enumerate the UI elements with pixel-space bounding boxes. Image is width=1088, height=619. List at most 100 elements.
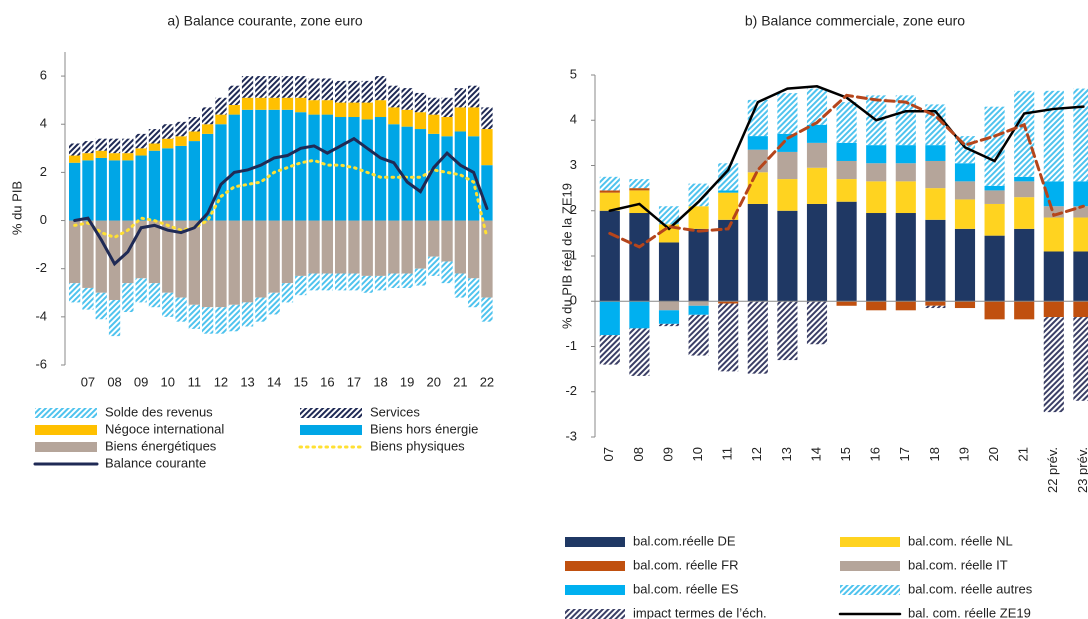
legend-label: Services — [370, 404, 420, 419]
bar-segment — [954, 301, 976, 309]
bar-segment — [175, 297, 187, 322]
bar-segment — [428, 133, 440, 221]
bar-segment — [361, 80, 373, 103]
y-tick-label: 6 — [40, 68, 47, 83]
bar-segment — [481, 297, 493, 322]
bar-segment — [82, 141, 94, 154]
bar-segment — [441, 136, 453, 221]
y-tick-label: 2 — [570, 202, 577, 217]
x-tick-label: 08 — [107, 374, 121, 389]
bar-segment — [215, 114, 227, 125]
bar-segment — [295, 220, 307, 276]
bar-segment — [629, 179, 650, 189]
legend-swatch — [565, 609, 625, 619]
bar-segment — [162, 292, 174, 317]
legend-label: Négoce international — [105, 421, 224, 436]
legend-swatch — [840, 537, 900, 547]
y-tick-label: 4 — [40, 116, 47, 131]
bar-segment — [135, 278, 147, 303]
bar-segment — [68, 162, 81, 221]
bar-segment — [1043, 217, 1064, 252]
bar-segment — [148, 129, 161, 144]
bar-segment — [688, 183, 709, 207]
bar-segment — [82, 160, 94, 221]
bar-segment — [268, 220, 280, 293]
bar-segment — [718, 192, 739, 220]
bar-segment — [135, 155, 147, 221]
x-tick-label: 22 — [480, 374, 494, 389]
bar-segment — [806, 203, 828, 302]
bar-segment — [255, 220, 267, 298]
y-tick-label: 0 — [40, 212, 47, 227]
line-series — [73, 136, 489, 267]
bar-segment — [866, 145, 887, 164]
bar-segment — [108, 153, 121, 161]
bar-segment — [188, 117, 201, 132]
bar-segment — [374, 275, 387, 291]
legend-label: Biens physiques — [370, 438, 465, 453]
line-series — [608, 93, 1085, 249]
bar-segment — [629, 301, 650, 329]
bar-segment — [806, 301, 828, 345]
bar-segment — [925, 219, 946, 302]
bar-segment — [454, 107, 467, 132]
bar-segment — [895, 163, 916, 182]
bar-segment — [388, 107, 400, 125]
x-tick-label: 07 — [601, 447, 616, 461]
bar-segment — [806, 142, 828, 168]
bar-segment — [95, 292, 107, 320]
bar-segment — [454, 88, 467, 108]
bar-segment — [718, 163, 739, 191]
legend-swatch — [35, 408, 97, 418]
bar-segment — [175, 121, 187, 137]
bar-segment — [1043, 90, 1064, 182]
bar-segment — [215, 124, 227, 221]
bar-segment — [688, 314, 709, 356]
x-tick-label: 21 — [1016, 447, 1031, 461]
bar-segment — [599, 335, 620, 365]
bar-segment — [688, 301, 709, 306]
bar-segment — [777, 210, 798, 302]
x-tick-label: 23 prév. — [1075, 447, 1088, 493]
bar-segment — [95, 150, 107, 158]
bar-segment — [1043, 301, 1064, 318]
bar-segment — [984, 106, 1005, 186]
bar-segment — [599, 210, 620, 302]
bar-segment — [836, 201, 857, 302]
bar-segment — [201, 220, 214, 308]
y-tick-label: 2 — [40, 164, 47, 179]
bar-segment — [925, 188, 946, 220]
bar-segment — [895, 301, 916, 311]
bar-segment — [135, 220, 147, 279]
bar-segment — [428, 114, 440, 134]
bar-segment — [135, 133, 147, 149]
bar-segment — [255, 97, 267, 110]
bar-segment — [688, 228, 709, 302]
bar-segment — [467, 278, 480, 308]
bar-segment — [241, 76, 254, 98]
x-tick-label: 09 — [134, 374, 148, 389]
bar-segment — [281, 220, 294, 284]
bar-segment — [122, 153, 134, 161]
bar-segment — [866, 163, 887, 182]
bar-segment — [334, 273, 347, 291]
bar-segment — [658, 242, 680, 302]
bar-segment — [806, 167, 828, 204]
y-tick-label: -2 — [565, 383, 577, 398]
bar-segment — [122, 160, 134, 221]
x-tick-label: 13 — [779, 447, 794, 461]
bar-segment — [361, 275, 373, 293]
bar-segment — [925, 301, 946, 306]
x-tick-label: 20 — [427, 374, 441, 389]
bar-segment — [295, 76, 307, 98]
x-tick-label: 16 — [320, 374, 334, 389]
bar-segment — [467, 107, 480, 137]
legend-label: Solde des revenus — [105, 404, 213, 419]
bar-segment — [388, 273, 400, 288]
y-tick-label: 0 — [570, 293, 577, 308]
bar-segment — [954, 163, 976, 182]
bar-segment — [281, 283, 294, 303]
bar-segment — [1073, 301, 1088, 318]
bar-segment — [777, 133, 798, 152]
